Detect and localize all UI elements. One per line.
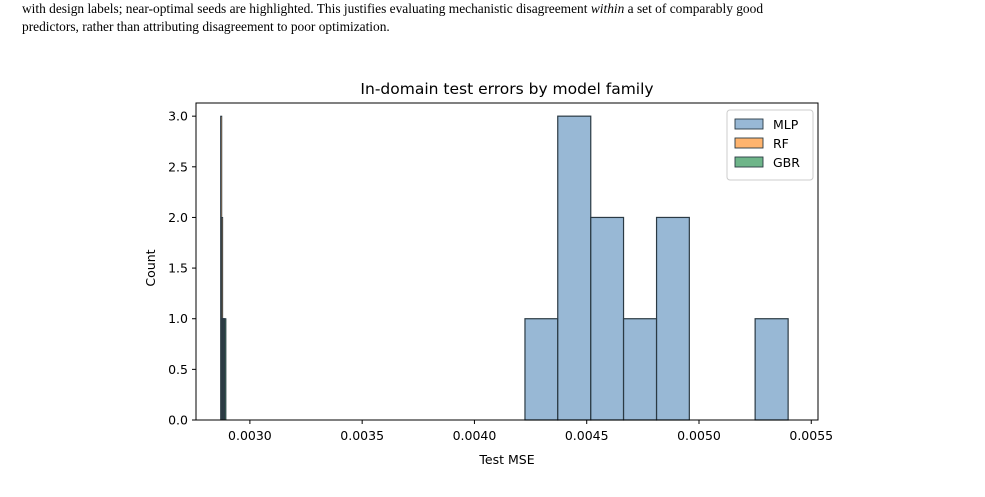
y-tick-label: 2.0 bbox=[168, 210, 188, 225]
x-tick-label: 0.0055 bbox=[789, 428, 833, 443]
x-tick-label: 0.0050 bbox=[677, 428, 721, 443]
x-tick-label: 0.0030 bbox=[228, 428, 272, 443]
bar-mlp-7 bbox=[754, 318, 789, 421]
bar-gbr-5 bbox=[224, 318, 227, 421]
plot-frame bbox=[195, 102, 819, 421]
figure-caption: with design labels; near-optimal seeds a… bbox=[22, 0, 972, 35]
legend-swatch-mlp bbox=[734, 118, 764, 130]
x-tick-label: 0.0035 bbox=[340, 428, 384, 443]
caption-line-1: with design labels; near-optimal seeds a… bbox=[22, 1, 764, 16]
bar-mlp-3 bbox=[622, 318, 658, 421]
legend-swatch-rf bbox=[734, 137, 764, 149]
x-tick-label: 0.0040 bbox=[453, 428, 497, 443]
plot-area bbox=[220, 115, 789, 421]
y-tick-label: 1.0 bbox=[168, 311, 188, 326]
bar-mlp-0 bbox=[524, 318, 559, 421]
bar-mlp-4 bbox=[655, 216, 690, 421]
y-tick-label: 0.0 bbox=[168, 413, 188, 428]
chart-title: In-domain test errors by model family bbox=[360, 80, 653, 98]
legend-swatch-gbr bbox=[734, 156, 764, 168]
y-tick-label: 1.5 bbox=[168, 261, 188, 276]
y-axis-label: Count bbox=[143, 249, 158, 286]
legend-label-mlp: MLP bbox=[773, 117, 799, 132]
y-tick-label: 0.5 bbox=[168, 362, 188, 377]
caption-line-2: predictors, rather than attributing disa… bbox=[22, 18, 390, 34]
x-tick-label: 0.0045 bbox=[565, 428, 609, 443]
y-tick-label: 3.0 bbox=[168, 109, 188, 124]
y-tick-label: 2.5 bbox=[168, 159, 188, 174]
bar-mlp-2 bbox=[590, 216, 625, 421]
legend-label-rf: RF bbox=[773, 136, 789, 151]
axes: 0.0030 0.0035 0.0040 0.0045 0.0050 0.0055 0.0 0… bbox=[168, 102, 833, 443]
legend: MLP RF GBR bbox=[726, 109, 814, 181]
legend-label-gbr: GBR bbox=[773, 155, 800, 170]
bar-mlp-1 bbox=[557, 115, 592, 421]
x-axis-label: Test MSE bbox=[478, 452, 534, 467]
